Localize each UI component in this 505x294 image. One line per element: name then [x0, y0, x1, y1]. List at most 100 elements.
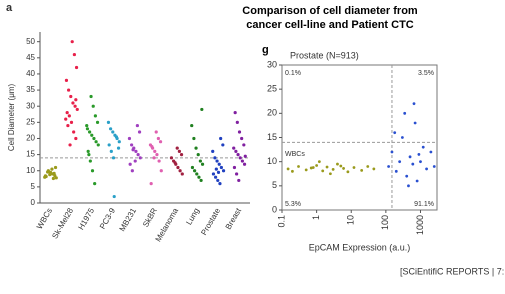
data-point	[70, 40, 74, 44]
y-tick-label: 30	[267, 59, 277, 69]
data-point	[240, 159, 244, 163]
data-point	[412, 102, 416, 106]
data-point	[138, 156, 142, 160]
data-point	[393, 131, 397, 135]
data-point	[109, 127, 113, 131]
data-point	[219, 165, 223, 170]
data-point	[352, 166, 356, 169]
data-point	[51, 176, 55, 181]
data-point	[133, 159, 137, 163]
data-point	[234, 149, 238, 153]
data-point	[134, 149, 138, 153]
data-point	[199, 178, 203, 183]
data-point	[286, 167, 290, 171]
y-tick-label: 0	[31, 198, 36, 207]
data-point	[109, 149, 113, 153]
data-point	[88, 159, 92, 163]
data-point	[46, 170, 50, 174]
data-point	[85, 127, 90, 131]
data-point	[232, 146, 236, 150]
y-tick-label: 15	[267, 132, 277, 142]
panel-letter: g	[262, 44, 269, 56]
data-point	[69, 94, 73, 99]
data-point	[317, 160, 321, 164]
data-point	[86, 149, 90, 153]
y-tick-label: 20	[26, 134, 35, 143]
x-tick-label: 100	[380, 215, 390, 230]
panel-letter: a	[6, 2, 13, 14]
x-tick-label: 1000	[415, 215, 425, 235]
data-point	[193, 169, 197, 173]
data-point	[177, 149, 181, 153]
data-point	[155, 153, 159, 157]
data-point	[173, 161, 177, 165]
data-point	[175, 146, 179, 150]
x-axis-title: EpCAM Expression (a.u.)	[309, 242, 411, 252]
y-tick-label: 50	[26, 37, 35, 46]
data-point	[232, 165, 237, 170]
annotation: WBCs	[285, 151, 305, 158]
data-point	[240, 136, 244, 141]
data-point	[196, 153, 200, 157]
data-point	[158, 140, 163, 144]
data-point	[346, 170, 350, 174]
data-point	[67, 88, 71, 92]
x-tick-label: WBCs	[35, 207, 54, 231]
data-point	[425, 167, 428, 171]
y-tick-label: 45	[26, 53, 35, 62]
data-point	[96, 143, 100, 147]
data-point	[176, 165, 180, 170]
data-point	[216, 178, 220, 183]
data-point	[235, 120, 239, 124]
data-point	[154, 130, 158, 134]
data-point	[130, 143, 134, 147]
y-tick-label: 20	[267, 108, 277, 118]
data-point	[53, 165, 58, 170]
y-tick-label: 25	[267, 84, 277, 94]
data-point	[325, 165, 329, 169]
data-point	[221, 169, 226, 173]
y-tick-label: 10	[26, 166, 35, 175]
data-point	[71, 101, 75, 105]
data-point	[297, 165, 300, 168]
data-point	[237, 130, 242, 134]
data-point	[242, 162, 247, 166]
data-point	[128, 162, 132, 166]
data-point	[180, 172, 184, 176]
data-point	[169, 156, 174, 160]
data-point	[194, 146, 198, 150]
data-point	[73, 104, 77, 108]
data-point	[394, 169, 398, 173]
data-point	[94, 140, 98, 144]
data-point	[87, 153, 91, 157]
data-point	[114, 135, 118, 139]
data-point	[157, 159, 161, 163]
data-point	[75, 107, 79, 112]
y-tick-label: 5	[272, 180, 277, 190]
data-point	[407, 184, 410, 188]
data-point	[50, 167, 54, 171]
data-point	[112, 194, 116, 199]
data-point	[91, 104, 95, 108]
data-point	[342, 167, 345, 170]
citation: [SCiEntifiC REPORTS | 7: 10936]	[400, 266, 505, 276]
y-axis-title: Cell Diameter (μm)	[7, 84, 16, 152]
data-point	[136, 153, 140, 157]
data-point	[107, 143, 111, 147]
data-point	[65, 111, 69, 115]
y-tick-label: 35	[26, 85, 35, 94]
data-point	[54, 176, 58, 180]
data-point	[64, 78, 69, 82]
data-point	[197, 175, 201, 179]
y-tick-label: 15	[26, 150, 35, 159]
data-point	[432, 165, 436, 168]
data-point	[398, 160, 402, 164]
data-point	[403, 111, 407, 115]
data-point	[153, 149, 157, 153]
data-point	[336, 162, 339, 166]
data-point	[93, 114, 97, 118]
data-point	[390, 150, 394, 154]
data-point	[92, 136, 96, 141]
data-point	[74, 98, 78, 102]
